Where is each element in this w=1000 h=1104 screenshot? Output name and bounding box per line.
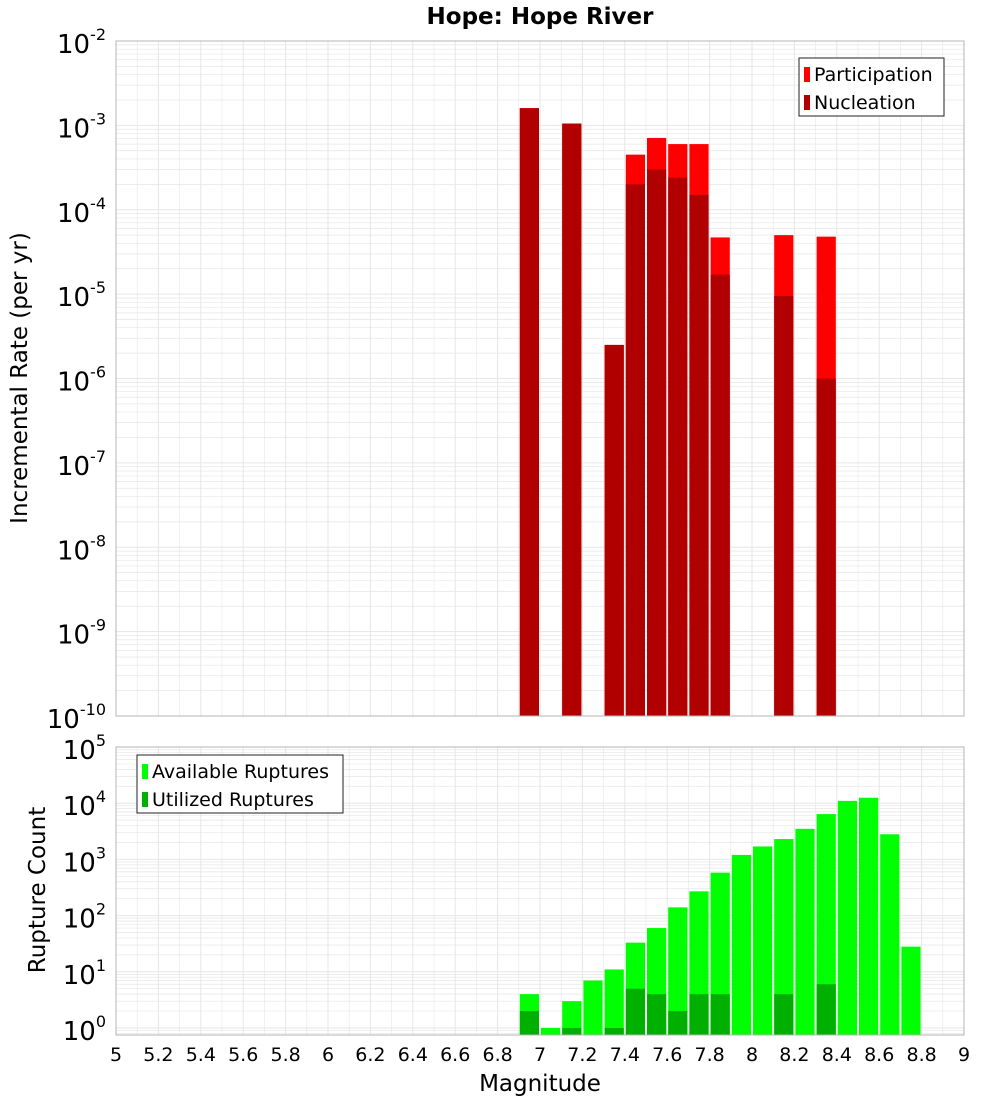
top-bar-nucleation <box>647 169 667 716</box>
x-tick-label: 6.2 <box>355 1044 385 1066</box>
top-y-tick-label: 10-2 <box>57 25 106 60</box>
x-tick-label: 8.6 <box>864 1044 894 1066</box>
x-tick-label: 5 <box>110 1044 122 1066</box>
bottom-y-tick-label: 103 <box>63 843 106 878</box>
x-tick-label: 9 <box>958 1044 970 1066</box>
bottom-bar-available <box>837 800 857 1035</box>
x-axis-label: Magnitude <box>479 1071 601 1097</box>
top-y-tick-label: 10-8 <box>57 531 106 566</box>
bottom-bar-available <box>795 828 815 1035</box>
x-tick-label: 5.8 <box>270 1044 300 1066</box>
bottom-bar-available <box>668 907 688 1035</box>
bottom-bar-utilized <box>604 1027 624 1035</box>
bottom-bar-utilized <box>519 1011 539 1035</box>
top-plot-border <box>115 40 965 717</box>
bottom-bar-available <box>753 846 773 1035</box>
bottom-y-tick-label: 104 <box>63 787 106 822</box>
bottom-legend-box <box>136 754 344 814</box>
top-bar-nucleation <box>668 177 688 716</box>
bottom-y-tick-label: 100 <box>63 1012 106 1047</box>
bottom-bar-available <box>901 946 921 1035</box>
x-tick-label: 8 <box>746 1044 758 1066</box>
bottom-bar-utilized <box>689 994 709 1035</box>
x-tick-label: 7.8 <box>694 1044 724 1066</box>
bottom-bar-available <box>604 969 624 1035</box>
bottom-plot-border <box>115 746 965 1036</box>
top-y-tick-label: 10-4 <box>57 194 106 229</box>
x-tick-label: 8.4 <box>822 1044 852 1066</box>
bottom-bar-utilized <box>710 994 730 1035</box>
top-y-tick-label: 10-7 <box>57 447 106 482</box>
bottom-legend-label: Available Ruptures <box>152 761 329 783</box>
bottom-legend-label: Utilized Ruptures <box>152 789 314 811</box>
top-legend-label: Nucleation <box>814 92 916 114</box>
bottom-y-tick-label: 105 <box>63 731 106 766</box>
top-y-tick-label: 10-9 <box>57 616 106 651</box>
bottom-bar-utilized <box>774 994 794 1035</box>
x-tick-label: 8.2 <box>779 1044 809 1066</box>
bottom-bar-utilized <box>562 1027 582 1035</box>
bottom-bar-utilized <box>668 1011 688 1035</box>
x-tick-label: 8.8 <box>906 1044 936 1066</box>
x-tick-label: 7.4 <box>610 1044 640 1066</box>
bottom-legend-swatch <box>142 792 148 807</box>
top-bar-nucleation <box>689 194 709 716</box>
top-bar-nucleation <box>625 184 645 717</box>
x-tick-label: 5.2 <box>143 1044 173 1066</box>
bottom-bar-utilized <box>647 994 667 1035</box>
top-y-axis-label: Incremental Rate (per yr) <box>7 232 33 524</box>
bottom-bar-utilized <box>816 984 836 1035</box>
x-tick-label: 6.6 <box>440 1044 470 1066</box>
x-tick-label: 6.8 <box>482 1044 512 1066</box>
top-legend-label: Participation <box>814 64 933 86</box>
bottom-bar-available <box>816 814 836 1035</box>
x-tick-label: 7 <box>534 1044 546 1066</box>
bottom-panel: 100 101 102 103 104 105 5 5.2 5.4 5.6 5.8 6 6.2 6.4 6.… <box>63 731 970 1066</box>
top-legend-box <box>798 57 945 117</box>
top-legend-swatch <box>804 95 810 110</box>
bottom-bar-available <box>583 980 603 1035</box>
top-bar-nucleation <box>604 344 624 716</box>
bottom-bar-available <box>562 1001 582 1035</box>
top-bar-nucleation <box>710 274 730 716</box>
top-y-tick-label: 10-10 <box>47 700 106 735</box>
bottom-bar-available <box>880 834 900 1035</box>
chart-title: Hope: Hope River <box>427 4 655 30</box>
top-bar-nucleation <box>562 123 582 716</box>
top-y-tick-label: 10-3 <box>57 109 106 144</box>
x-tick-label: 6.4 <box>398 1044 428 1066</box>
top-y-tick-label: 10-5 <box>57 278 106 313</box>
bottom-y-tick-label: 101 <box>63 956 106 991</box>
bottom-bar-available <box>731 854 751 1035</box>
top-bar-nucleation <box>774 296 794 716</box>
top-legend-swatch <box>804 67 810 82</box>
bottom-legend-swatch <box>142 764 148 779</box>
bottom-bar-available <box>859 797 879 1035</box>
x-tick-label: 7.2 <box>567 1044 597 1066</box>
bottom-bar-available <box>774 839 794 1035</box>
x-tick-label: 6 <box>322 1044 334 1066</box>
x-tick-label: 5.6 <box>228 1044 258 1066</box>
bottom-bar-available <box>541 1027 561 1035</box>
bottom-bar-utilized <box>625 988 645 1035</box>
bottom-y-tick-label: 102 <box>63 900 106 935</box>
bottom-y-axis-label: Rupture Count <box>25 807 51 973</box>
x-tick-label: 5.4 <box>186 1044 216 1066</box>
top-panel: 10-10 10-9 10-8 10-7 10-6 10-5 10-4 10-3 10-2 Par… <box>47 25 965 735</box>
top-bar-nucleation <box>816 378 836 716</box>
x-tick-label: 7.6 <box>652 1044 682 1066</box>
top-y-tick-label: 10-6 <box>57 363 106 398</box>
top-bar-nucleation <box>519 108 539 717</box>
